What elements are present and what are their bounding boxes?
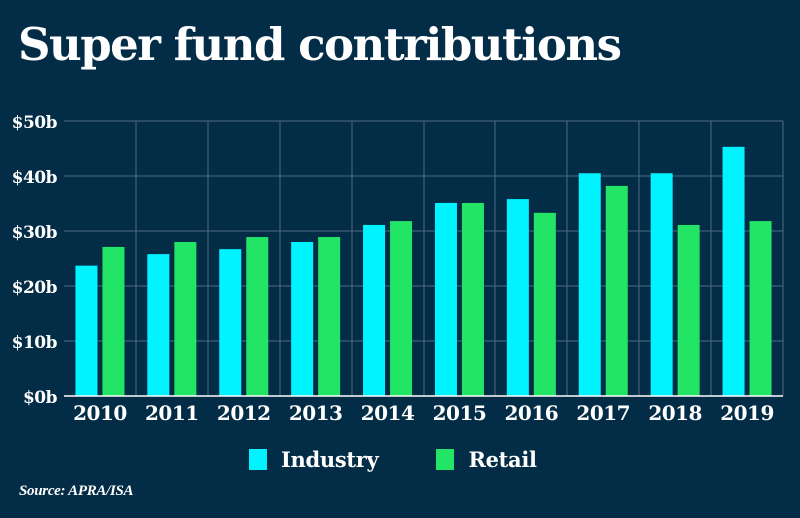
- bar-industry-2013: [291, 242, 314, 396]
- bar-retail-2016: [533, 212, 556, 396]
- bar-industry-2015: [434, 202, 457, 396]
- legend: Industry Retail: [249, 447, 595, 472]
- x-tick-labels: 2010 2011 2012 2013 2014 2015 2016 2017 2018 2019: [73, 401, 774, 425]
- bar-industry-2010: [75, 265, 98, 396]
- x-tick-label: 2019: [720, 401, 774, 425]
- bar-retail-2015: [461, 202, 484, 396]
- bar-industry-2011: [147, 254, 170, 396]
- x-tick-label: 2016: [505, 401, 559, 425]
- x-tick-label: 2010: [73, 401, 127, 425]
- bar-retail-2012: [246, 237, 269, 396]
- bar-retail-2011: [174, 242, 197, 396]
- source-note: Source: APRA/ISA: [19, 483, 134, 499]
- bar-retail-2017: [605, 185, 628, 396]
- x-tick-label: 2012: [217, 401, 271, 425]
- bar-industry-2019: [722, 146, 745, 396]
- legend-item-industry: Industry: [249, 447, 379, 472]
- x-tick-label: 2015: [433, 401, 487, 425]
- chart-title: Super fund contributions: [18, 18, 622, 71]
- gridlines: [64, 120, 784, 396]
- legend-label-industry: Industry: [281, 447, 379, 472]
- legend-label-retail: Retail: [468, 447, 537, 472]
- x-tick-label: 2014: [361, 401, 415, 425]
- y-tick-label: $20b: [12, 278, 58, 298]
- legend-swatch-retail: [436, 449, 455, 470]
- y-tick-label: $50b: [12, 113, 58, 133]
- y-tick-label: $30b: [12, 223, 58, 243]
- bar-retail-2014: [390, 221, 413, 396]
- bar-retail-2019: [749, 221, 772, 396]
- x-tick-label: 2011: [145, 401, 199, 425]
- bar-industry-2014: [363, 224, 386, 396]
- bar-retail-2018: [677, 224, 700, 396]
- bars: [75, 146, 772, 396]
- y-tick-label: $0b: [23, 388, 58, 408]
- bar-industry-2018: [650, 173, 673, 396]
- y-tick-label: $10b: [12, 333, 58, 353]
- y-tick-labels: $0b $10b $20b $30b $40b $50b: [12, 113, 58, 408]
- legend-swatch-industry: [249, 449, 267, 470]
- bar-retail-2010: [102, 246, 125, 396]
- bar-chart: $0b $10b $20b $30b $40b $50b 2010 2011 2012 2013…: [12, 113, 784, 425]
- bar-industry-2016: [506, 199, 529, 396]
- x-tick-label: 2017: [576, 401, 630, 425]
- x-tick-label: 2018: [648, 401, 702, 425]
- y-tick-label: $40b: [12, 168, 58, 188]
- legend-item-retail: Retail: [436, 447, 537, 472]
- x-tick-label: 2013: [289, 401, 343, 425]
- bar-industry-2012: [219, 249, 242, 396]
- bar-retail-2013: [318, 237, 341, 396]
- bar-industry-2017: [578, 173, 601, 396]
